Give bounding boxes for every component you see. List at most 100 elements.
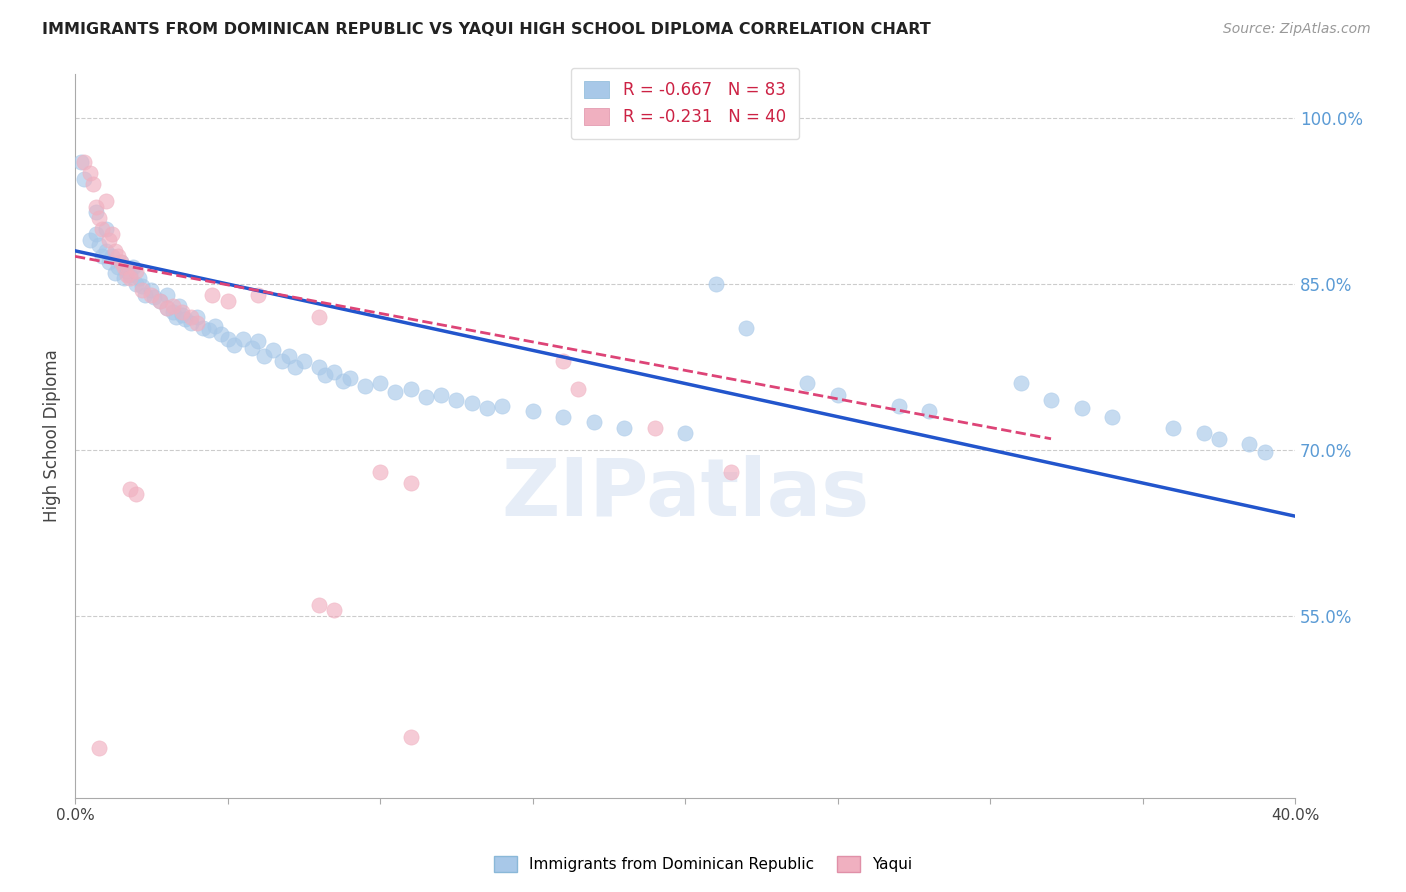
Point (115, 263, 138, 277)
Point (110, 255, 132, 269)
Point (551, 409, 574, 424)
Point (430, 387, 453, 401)
Point (104, 266, 127, 280)
Point (217, 293, 239, 308)
Point (209, 326, 232, 341)
Point (79, 233, 101, 247)
Point (735, 321, 758, 335)
Text: Source: ZipAtlas.com: Source: ZipAtlas.com (1223, 22, 1371, 37)
Point (173, 312, 195, 326)
Point (644, 420, 666, 434)
Point (198, 323, 221, 337)
Point (170, 308, 193, 322)
Point (125, 263, 148, 277)
Point (399, 475, 422, 490)
Point (165, 310, 187, 325)
Point (122, 260, 145, 275)
Point (131, 283, 153, 297)
Point (86, 200, 108, 214)
Point (73, 172, 96, 186)
Point (551, 354, 574, 368)
Point (446, 393, 468, 408)
Point (131, 279, 153, 293)
Point (89, 211, 111, 225)
Point (323, 603, 346, 617)
Point (827, 387, 849, 401)
Point (149, 293, 172, 308)
Point (308, 598, 330, 612)
Point (887, 399, 910, 413)
Point (1040, 393, 1063, 408)
Point (323, 366, 346, 380)
Point (118, 268, 141, 282)
Point (70, 155, 93, 169)
Point (240, 341, 263, 355)
Point (1253, 445, 1275, 459)
Point (155, 288, 177, 302)
Point (918, 404, 941, 418)
Point (107, 260, 129, 275)
Point (143, 290, 166, 304)
Point (89, 238, 111, 252)
Point (186, 316, 208, 330)
Point (110, 255, 132, 269)
Legend: Immigrants from Dominican Republic, Yaqui: Immigrants from Dominican Republic, Yaqu… (486, 848, 920, 880)
Point (155, 301, 177, 316)
Point (201, 288, 224, 302)
Point (339, 371, 361, 385)
Point (247, 334, 270, 349)
Point (1208, 432, 1230, 446)
Point (204, 318, 226, 333)
Point (277, 349, 299, 363)
Point (94, 194, 117, 208)
Point (104, 244, 127, 258)
Point (253, 349, 276, 363)
Point (475, 401, 498, 415)
Point (491, 399, 513, 413)
Point (112, 260, 135, 275)
Point (1101, 409, 1123, 424)
Point (125, 487, 148, 501)
Point (180, 316, 202, 330)
Text: IMMIGRANTS FROM DOMINICAN REPUBLIC VS YAQUI HIGH SCHOOL DIPLOMA CORRELATION CHAR: IMMIGRANTS FROM DOMINICAN REPUBLIC VS YA… (42, 22, 931, 37)
Point (399, 382, 422, 396)
Point (94, 221, 117, 235)
Point (384, 385, 406, 400)
Point (332, 374, 354, 388)
Point (79, 166, 101, 180)
Point (100, 227, 122, 242)
Point (141, 288, 163, 302)
Text: ZIPatlas: ZIPatlas (501, 455, 869, 533)
Point (162, 304, 184, 318)
Point (167, 299, 190, 313)
Point (73, 155, 96, 169)
Point (314, 368, 336, 382)
Point (155, 301, 177, 316)
Point (262, 343, 284, 358)
Point (94, 244, 117, 258)
Point (353, 378, 375, 392)
Point (399, 731, 422, 745)
Point (292, 354, 315, 368)
Point (222, 338, 245, 352)
Point (112, 271, 135, 285)
Point (673, 426, 696, 441)
Point (1239, 437, 1261, 451)
Point (308, 359, 330, 374)
Point (460, 396, 482, 410)
Point (1070, 401, 1092, 415)
Point (91, 221, 114, 235)
Point (567, 382, 589, 396)
Point (613, 420, 636, 434)
Point (368, 376, 391, 391)
Point (186, 310, 208, 325)
Point (118, 482, 141, 496)
Point (100, 249, 122, 263)
Point (704, 277, 727, 291)
Point (191, 321, 214, 335)
Point (141, 283, 163, 297)
Point (115, 268, 138, 282)
Point (125, 277, 148, 291)
Point (91, 249, 114, 263)
Point (217, 332, 239, 346)
